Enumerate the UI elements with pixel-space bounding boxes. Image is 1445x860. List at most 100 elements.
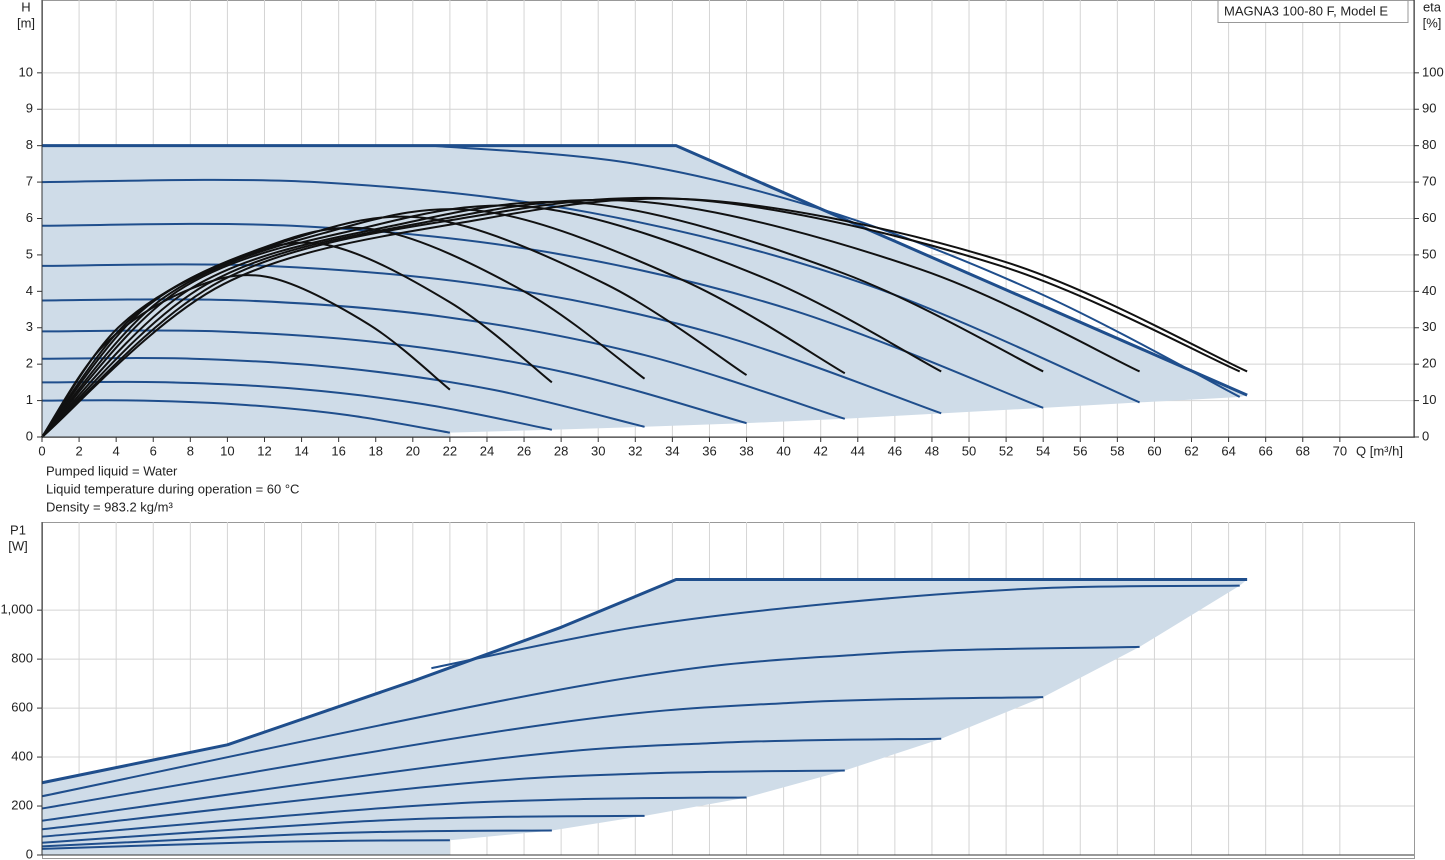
y2-tick-label: 80	[1422, 137, 1436, 152]
x-tick-label: 14	[294, 443, 308, 458]
performance-curve	[41, 696, 1044, 810]
x-tick-label: 48	[925, 443, 939, 458]
y-tick-label: 7	[26, 174, 33, 189]
performance-curve	[431, 584, 1240, 670]
performance-curve	[41, 839, 450, 850]
efficiency-curve	[41, 274, 451, 438]
y2-tick-label: 40	[1422, 283, 1436, 298]
y-axis-label: P1	[10, 522, 26, 537]
x-tick-label: 18	[368, 443, 382, 458]
y2-tick-label: 20	[1422, 356, 1436, 371]
x-tick-label: 70	[1333, 443, 1347, 458]
y2-tick-label: 60	[1422, 210, 1436, 225]
y2-tick-label: 30	[1422, 319, 1436, 334]
performance-curve	[41, 399, 451, 434]
performance-curve	[41, 796, 747, 838]
y-tick-label: 600	[11, 700, 33, 715]
y2-tick-label: 50	[1422, 246, 1436, 261]
chart-title: MAGNA3 100-80 F, Model E	[1224, 3, 1388, 18]
x-tick-label: 50	[962, 443, 976, 458]
efficiency-curve	[41, 198, 1141, 438]
x-tick-label: 38	[739, 443, 753, 458]
efficiency-curve	[41, 241, 553, 438]
y-tick-label: 4	[26, 283, 33, 298]
title-box	[1217, 0, 1409, 23]
y-tick-label: 2	[26, 356, 33, 371]
y2-tick-label: 0	[1422, 428, 1429, 443]
x-tick-label: 16	[331, 443, 345, 458]
y-tick-label: 3	[26, 319, 33, 334]
y-tick-label: 10	[19, 64, 33, 79]
note: Pumped liquid = Water	[46, 463, 178, 478]
performance-curve	[41, 645, 1140, 798]
x-tick-label: 30	[591, 443, 605, 458]
x-tick-label: 44	[851, 443, 865, 458]
x-tick-label: 42	[813, 443, 827, 458]
x-tick-label: 28	[554, 443, 568, 458]
x-tick-label: 52	[999, 443, 1013, 458]
x-tick-label: 12	[257, 443, 271, 458]
performance-curve	[41, 769, 845, 831]
x-tick-label: 10	[220, 443, 234, 458]
y2-tick-label: 100	[1422, 64, 1444, 79]
y-tick-label: 400	[11, 748, 33, 763]
areas	[42, 145, 1248, 855]
y-axis-label: H	[21, 0, 30, 14]
x-tick-label: 58	[1110, 443, 1124, 458]
curves	[41, 144, 1248, 850]
x-tick-label: 62	[1184, 443, 1198, 458]
y-tick-label: 0	[26, 846, 33, 860]
x-axis-label: Q [m³/h]	[1356, 443, 1403, 458]
y-axis-unit: [W]	[8, 538, 28, 553]
performance-curve	[41, 357, 645, 428]
x-tick-label: 54	[1036, 443, 1050, 458]
y-tick-label: 1	[26, 392, 33, 407]
x-tick-label: 6	[150, 443, 157, 458]
performance-curve	[42, 144, 1248, 397]
y-axis-unit: [m]	[17, 15, 35, 30]
y2-axis-label: eta	[1423, 0, 1442, 14]
y-tick-label: 5	[26, 246, 33, 261]
performance-curve	[431, 144, 1241, 398]
x-tick-label: 32	[628, 443, 642, 458]
x-tick-label: 34	[665, 443, 679, 458]
x-tick-label: 36	[702, 443, 716, 458]
y-tick-label: 200	[11, 797, 33, 812]
x-tick-label: 0	[38, 443, 45, 458]
performance-curve	[41, 178, 1140, 404]
y-tick-label: 800	[11, 651, 33, 666]
x-tick-label: 8	[187, 443, 194, 458]
efficiency-curve	[41, 197, 1248, 438]
x-tick-label: 40	[776, 443, 790, 458]
performance-curve	[41, 263, 942, 415]
y2-axis-unit: [%]	[1423, 15, 1442, 30]
operating-area	[42, 145, 1248, 437]
performance-curve	[41, 222, 1044, 409]
x-tick-label: 26	[517, 443, 531, 458]
performance-curve	[41, 329, 747, 425]
x-tick-label: 4	[113, 443, 120, 458]
x-tick-label: 66	[1258, 443, 1272, 458]
y-tick-label: 6	[26, 210, 33, 225]
x-tick-label: 22	[443, 443, 457, 458]
y-tick-label: 1,000	[0, 602, 33, 617]
performance-curve	[41, 814, 645, 844]
x-tick-label: 68	[1296, 443, 1310, 458]
note: Density = 983.2 kg/m³	[46, 499, 173, 514]
x-tick-label: 46	[888, 443, 902, 458]
x-tick-label: 2	[75, 443, 82, 458]
x-tick-label: 20	[406, 443, 420, 458]
performance-curve	[41, 380, 553, 431]
note: Liquid temperature during operation = 60…	[46, 481, 299, 496]
y2-tick-label: 10	[1422, 392, 1436, 407]
operating-area	[42, 579, 1248, 855]
x-tick-label: 64	[1221, 443, 1235, 458]
y2-tick-label: 70	[1422, 174, 1436, 189]
performance-curve	[41, 737, 942, 822]
y-tick-label: 8	[26, 137, 33, 152]
x-tick-label: 60	[1147, 443, 1161, 458]
y-tick-label: 0	[26, 428, 33, 443]
